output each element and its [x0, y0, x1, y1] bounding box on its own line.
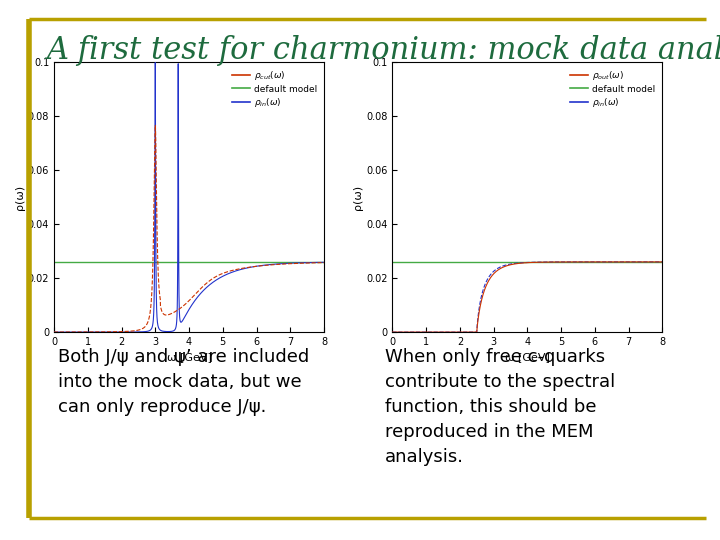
Text: A first test for charmonium: mock data analysis: A first test for charmonium: mock data a…: [47, 35, 720, 66]
X-axis label: ω [GeV]: ω [GeV]: [166, 353, 212, 362]
Y-axis label: ρ(ω): ρ(ω): [15, 185, 25, 210]
X-axis label: ω [GeV]: ω [GeV]: [505, 353, 550, 362]
Legend: $\rho_{cut}(\omega)$, default model, $\rho_{in}(\omega)$: $\rho_{cut}(\omega)$, default model, $\r…: [229, 66, 320, 112]
Y-axis label: ρ(ω): ρ(ω): [354, 185, 364, 210]
Text: Both J/ψ and ψ’ are included
into the mock data, but we
can only reproduce J/ψ.: Both J/ψ and ψ’ are included into the mo…: [58, 348, 309, 416]
Legend: $\rho_{out}(\omega)$, default model, $\rho_{in}(\omega)$: $\rho_{out}(\omega)$, default model, $\r…: [567, 66, 658, 112]
Text: When only free c-quarks
contribute to the spectral
function, this should be
repr: When only free c-quarks contribute to th…: [385, 348, 616, 467]
